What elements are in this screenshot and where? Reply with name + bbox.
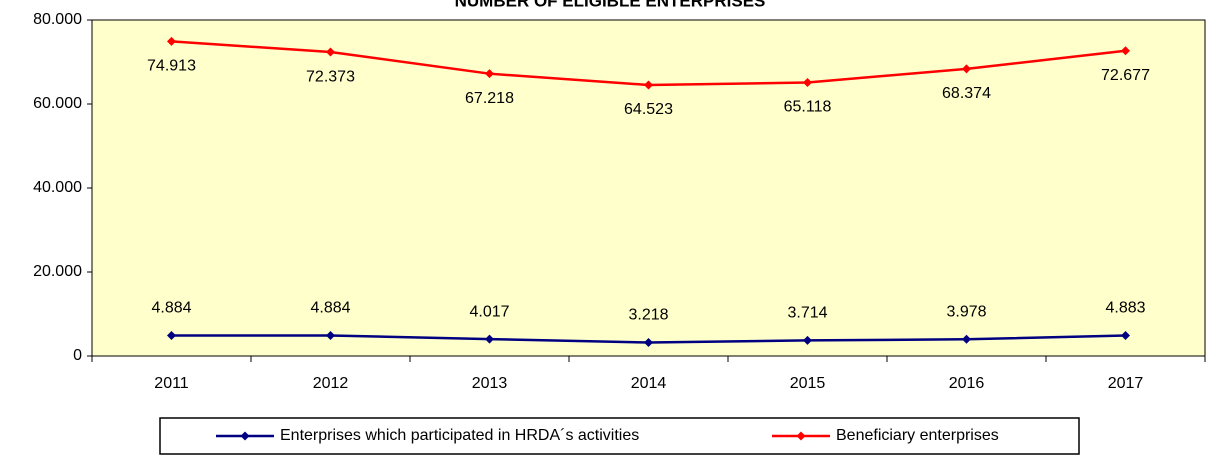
y-tick-label: 80.000: [33, 11, 82, 28]
marker: [1121, 46, 1130, 56]
data-label: 3.978: [946, 304, 986, 321]
y-tick-label: 40.000: [33, 179, 82, 196]
legend-marker: [796, 431, 806, 441]
x-tick-label: 2015: [790, 375, 826, 392]
x-tick-label: 2014: [631, 375, 667, 392]
x-tick-label: 2013: [472, 375, 508, 392]
marker: [326, 47, 335, 57]
plot-area: [91, 19, 1206, 357]
marker: [326, 330, 335, 340]
marker: [167, 330, 176, 340]
data-label: 67.218: [465, 90, 514, 107]
legend: [159, 417, 1080, 455]
data-label: 65.118: [784, 99, 832, 116]
marker: [962, 334, 971, 344]
marker: [1121, 330, 1130, 340]
data-label: 72.677: [1101, 67, 1150, 84]
x-tick-label: 2012: [313, 375, 349, 392]
y-tick-label: 60.000: [33, 95, 82, 112]
marker: [485, 69, 494, 79]
y-tick-label: 0: [73, 347, 82, 364]
legend-label: Beneficiary enterprises: [836, 427, 999, 444]
data-label: 64.523: [624, 101, 673, 118]
data-label: 68.374: [942, 85, 991, 102]
data-label: 72.373: [306, 68, 355, 85]
marker: [167, 36, 176, 46]
y-tick-label: 20.000: [33, 263, 82, 280]
data-label: 3.218: [628, 307, 668, 324]
legend-marker: [240, 431, 250, 441]
marker: [644, 337, 653, 347]
x-tick-label: 2016: [949, 375, 985, 392]
data-label: 4.017: [469, 303, 509, 320]
data-label: 4.884: [151, 300, 191, 317]
x-tick-label: 2011: [154, 375, 189, 392]
marker: [962, 64, 971, 74]
marker: [803, 78, 812, 88]
chart-title: NUMBER OF ELIGIBLE ENTERPRISES: [455, 0, 766, 10]
legend-label: Enterprises which participated in HRDA´s…: [280, 427, 639, 444]
marker: [803, 335, 812, 345]
data-label: 4.883: [1105, 300, 1145, 317]
x-tick-label: 2017: [1108, 375, 1144, 392]
marker: [644, 80, 653, 90]
data-label: 74.913: [147, 58, 196, 75]
marker: [485, 334, 494, 344]
data-label: 3.714: [787, 305, 827, 322]
data-label: 4.884: [310, 300, 350, 317]
